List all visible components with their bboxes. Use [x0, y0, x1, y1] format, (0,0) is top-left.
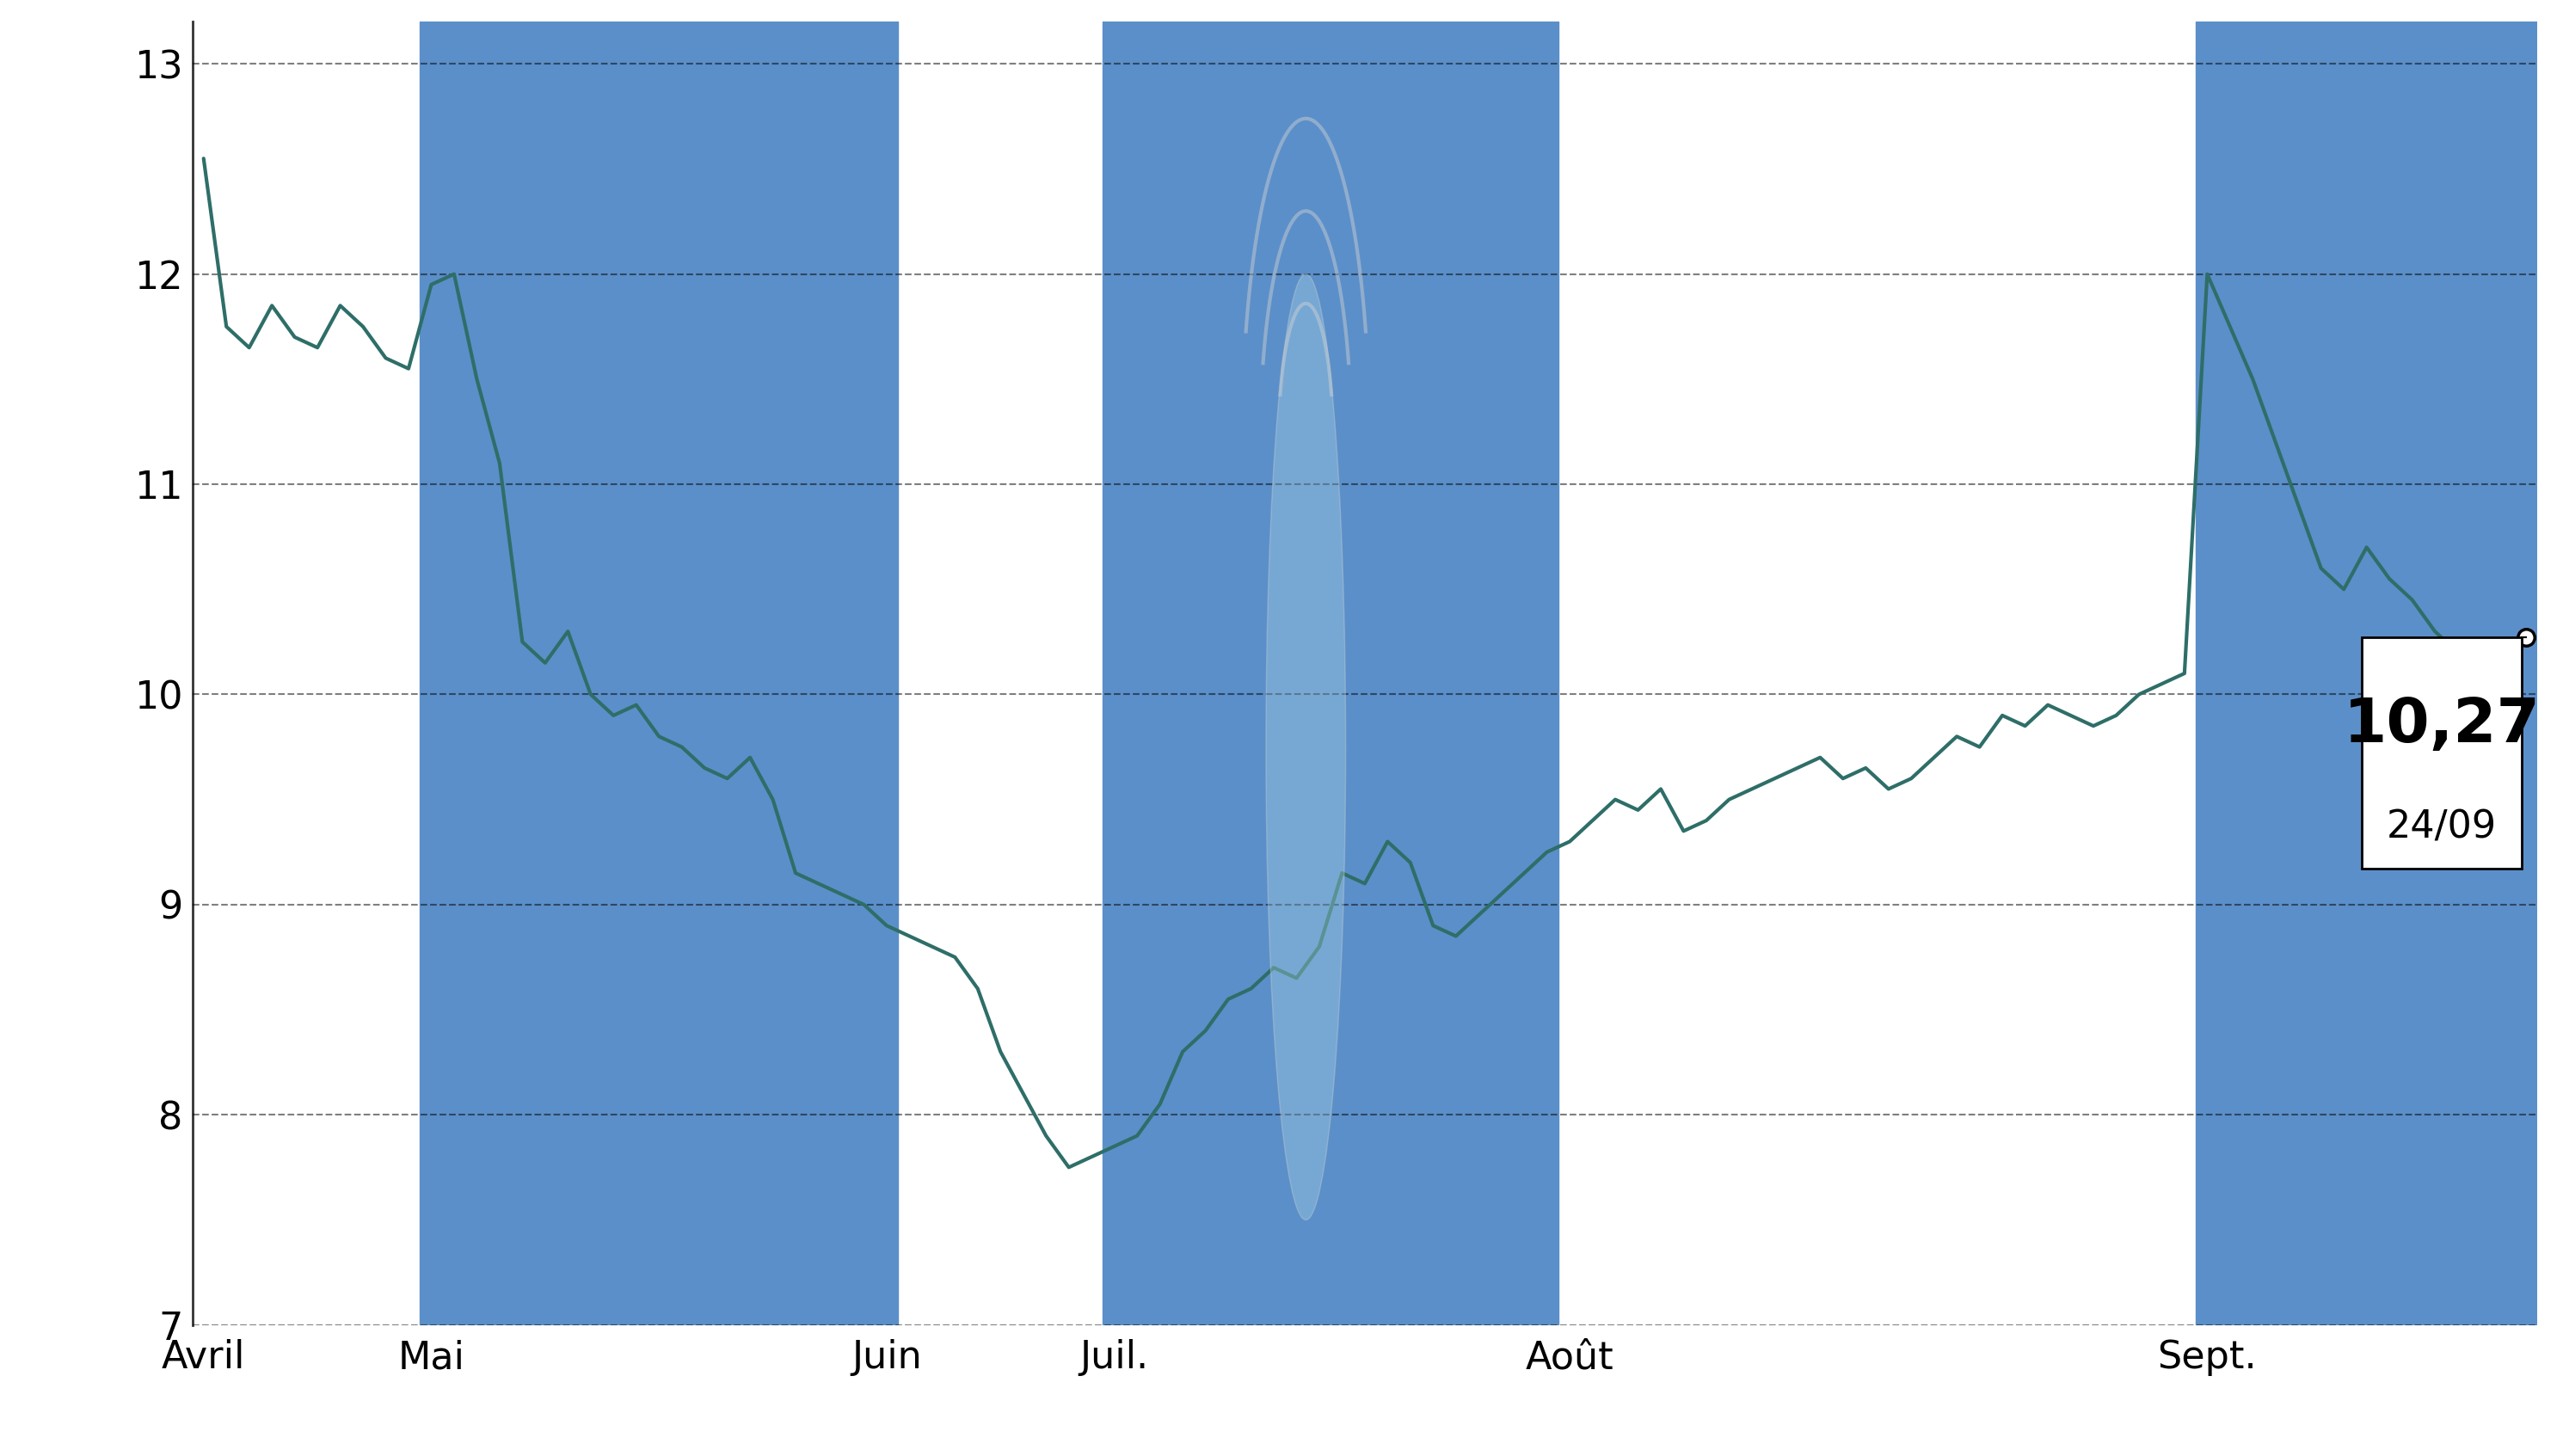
Ellipse shape	[1266, 274, 1346, 1220]
Bar	[2196, 22, 2537, 1325]
Text: Issuer Direct Corporation: Issuer Direct Corporation	[787, 35, 1776, 102]
Bar	[1102, 22, 1558, 1325]
FancyBboxPatch shape	[2363, 638, 2522, 869]
Text: 24/09: 24/09	[2386, 808, 2496, 846]
Bar	[420, 22, 897, 1325]
Text: 10,27: 10,27	[2343, 696, 2540, 756]
